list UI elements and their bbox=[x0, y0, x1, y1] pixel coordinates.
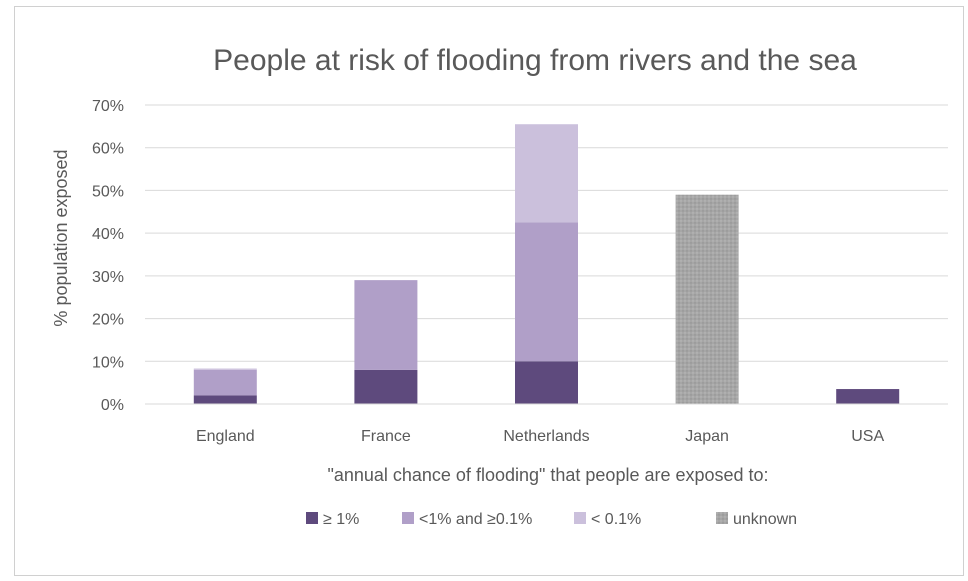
legend-label: < 0.1% bbox=[591, 511, 641, 528]
legend-label: unknown bbox=[733, 511, 797, 528]
legend-label: ≥ 1% bbox=[323, 511, 359, 528]
legend-swatch bbox=[306, 512, 318, 524]
legend: ≥ 1% <1% and ≥0.1% < 0.1% unknown bbox=[306, 511, 797, 528]
y-tick-label: 50% bbox=[92, 183, 124, 200]
legend-swatch bbox=[716, 512, 728, 524]
bar-segment bbox=[515, 222, 578, 362]
legend-swatch bbox=[402, 512, 414, 524]
bar-segment bbox=[836, 389, 900, 404]
bar-segment bbox=[515, 361, 578, 404]
chart-title: People at risk of flooding from rivers a… bbox=[213, 44, 857, 77]
bar-segment bbox=[354, 280, 418, 370]
y-tick-label: 60% bbox=[92, 141, 124, 158]
bar-segment bbox=[193, 395, 257, 404]
y-tick-label: 40% bbox=[92, 226, 124, 243]
bar-segment bbox=[515, 124, 578, 223]
y-tick-label: 10% bbox=[92, 354, 124, 371]
x-tick-label: Japan bbox=[685, 428, 729, 445]
y-tick-label: 0% bbox=[101, 397, 124, 414]
y-tick-label: 20% bbox=[92, 312, 124, 329]
x-tick-label: England bbox=[196, 428, 255, 445]
x-tick-label: France bbox=[361, 428, 411, 445]
y-tick-label: 70% bbox=[92, 98, 124, 115]
bar-segment bbox=[354, 369, 418, 404]
bar-segment bbox=[193, 368, 257, 370]
bar-segment bbox=[193, 369, 257, 396]
x-tick-labels: England France Netherlands Japan USA bbox=[196, 428, 885, 445]
legend-swatch bbox=[574, 512, 586, 524]
x-axis-label: "annual chance of flooding" that people … bbox=[327, 465, 768, 485]
chart-frame bbox=[14, 6, 964, 576]
x-tick-label: USA bbox=[851, 428, 884, 445]
legend-label: <1% and ≥0.1% bbox=[419, 511, 532, 528]
bar-segment bbox=[675, 194, 739, 404]
y-tick-label: 30% bbox=[92, 269, 124, 286]
y-axis-label: % population exposed bbox=[51, 149, 71, 326]
x-tick-label: Netherlands bbox=[503, 428, 589, 445]
bars bbox=[145, 124, 948, 405]
y-tick-labels: 0% 10% 20% 30% 40% 50% 60% 70% bbox=[92, 98, 124, 414]
